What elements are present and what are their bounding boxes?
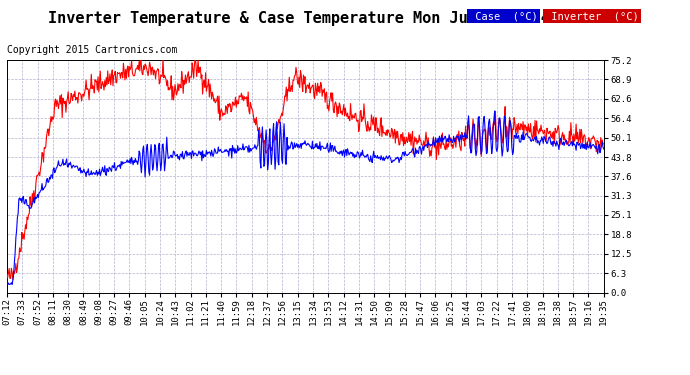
Text: Copyright 2015 Cartronics.com: Copyright 2015 Cartronics.com	[7, 45, 177, 55]
Text: Case  (°C): Case (°C)	[469, 11, 538, 21]
Text: Inverter Temperature & Case Temperature Mon Jul 13 19:42: Inverter Temperature & Case Temperature …	[48, 11, 559, 26]
Text: Inverter  (°C): Inverter (°C)	[545, 11, 639, 21]
